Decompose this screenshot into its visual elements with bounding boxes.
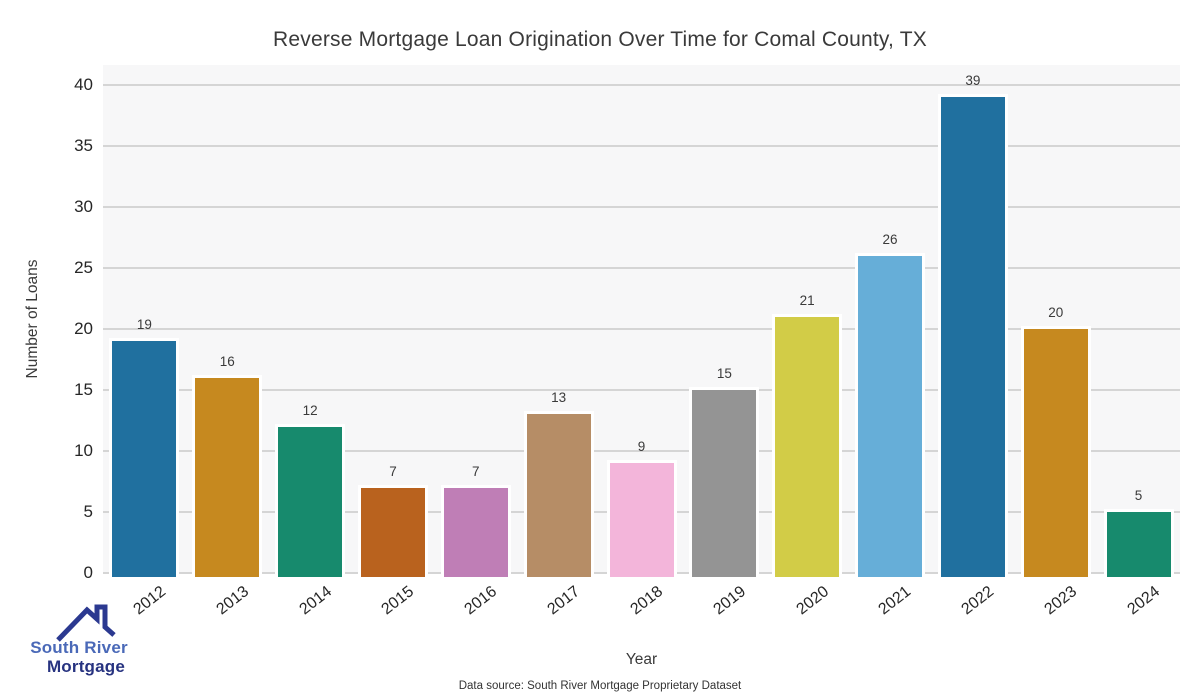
x-tick-label-2018: 2018 [627, 583, 666, 619]
bar-2014 [275, 423, 346, 577]
bar-2017 [523, 411, 594, 577]
bar-value-label-2018: 9 [637, 439, 646, 455]
gridline-30 [103, 206, 1180, 208]
gridline-25 [103, 267, 1180, 269]
x-tick-label-2017: 2017 [544, 583, 584, 619]
x-tick-label-2022: 2022 [958, 583, 998, 619]
bar-2018 [606, 460, 677, 577]
logo-text-south-river: South River [30, 638, 128, 657]
bar-2013 [192, 374, 263, 577]
south-river-mortgage-logo: South River Mortgage [14, 600, 144, 690]
x-tick-label-2015: 2015 [378, 583, 418, 619]
bar-value-label-2015: 7 [389, 463, 397, 479]
bar-2024 [1103, 509, 1174, 577]
y-tick-label-25: 25 [74, 258, 93, 277]
bar-value-label-2023: 20 [1048, 305, 1064, 320]
logo-text-mortgage: Mortgage [46, 657, 126, 676]
house-roof-icon [56, 604, 116, 642]
x-tick-label-2016: 2016 [461, 583, 501, 619]
bar-value-label-2020: 21 [799, 292, 815, 308]
bar-value-label-2016: 7 [472, 463, 480, 479]
bar-value-label-2021: 26 [882, 231, 898, 247]
y-tick-label-40: 40 [74, 75, 93, 94]
bar-value-label-2017: 13 [551, 390, 567, 406]
bar-2016 [440, 484, 511, 577]
chart-title: Reverse Mortgage Loan Origination Over T… [273, 28, 927, 51]
y-tick-label-5: 5 [83, 502, 93, 521]
x-tick-label-2023: 2023 [1041, 583, 1081, 619]
bar-2023 [1020, 326, 1091, 577]
x-tick-label-2021: 2021 [875, 583, 915, 619]
y-axis-label: Number of Loans [24, 259, 41, 379]
bar-value-label-2022: 39 [965, 73, 981, 89]
y-tick-label-10: 10 [74, 441, 93, 460]
bar-2021 [855, 252, 926, 577]
y-tick-label-15: 15 [74, 380, 93, 399]
bar-2020 [772, 313, 843, 577]
gridline-10 [103, 450, 1180, 452]
bar-value-label-2012: 19 [136, 317, 152, 333]
y-tick-label-20: 20 [74, 319, 93, 338]
bar-value-label-2014: 12 [302, 402, 318, 418]
x-tick-label-2019: 2019 [710, 583, 749, 619]
y-tick-label-0: 0 [83, 563, 93, 582]
gridline-35 [103, 145, 1180, 147]
y-tick-label-35: 35 [74, 136, 93, 155]
gridline-40 [103, 84, 1180, 86]
x-axis-label: Year [625, 651, 658, 668]
y-tick-label-30: 30 [74, 197, 93, 216]
x-tick-label-2020: 2020 [793, 583, 832, 619]
x-tick-label-2024: 2024 [1124, 583, 1164, 619]
bar-value-label-2024: 5 [1134, 488, 1143, 503]
bar-2019 [689, 387, 760, 577]
gridline-20 [103, 328, 1180, 330]
bar-2022 [937, 94, 1008, 577]
bar-value-label-2013: 16 [219, 353, 235, 369]
bar-2015 [357, 484, 428, 577]
bar-value-label-2019: 15 [716, 366, 732, 381]
x-tick-label-2014: 2014 [296, 583, 335, 619]
bar-2012 [109, 338, 180, 577]
x-tick-label-2013: 2013 [213, 583, 252, 619]
gridline-15 [103, 389, 1180, 391]
data-source-note: Data source: South River Mortgage Propri… [458, 680, 742, 692]
